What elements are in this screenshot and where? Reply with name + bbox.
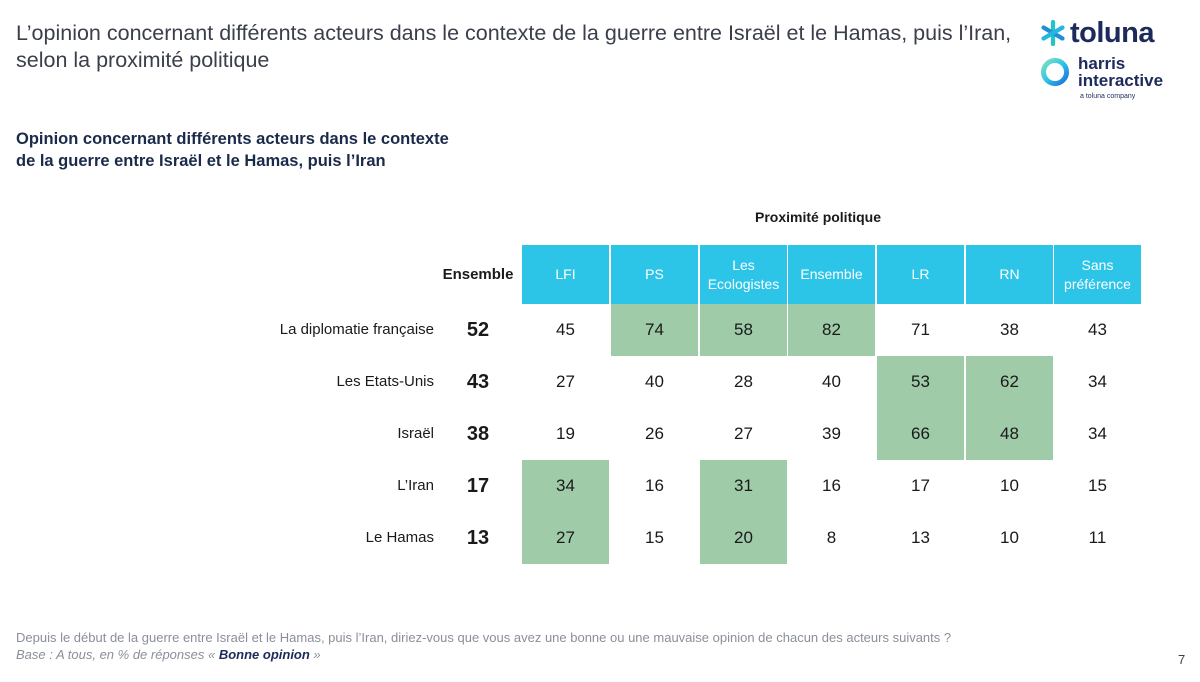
table-cell: 28 — [734, 372, 753, 391]
column-header: RN — [966, 245, 1053, 304]
table-cell: 8 — [826, 528, 837, 547]
table-cell: 26 — [645, 424, 664, 443]
column-header: PS — [611, 245, 698, 304]
subtitle-line-1: Opinion concernant différents acteurs da… — [16, 130, 449, 148]
table-cell: 34 — [522, 460, 609, 512]
table-cell: 45 — [556, 320, 575, 339]
column-header: Ensemble — [788, 245, 875, 304]
table-cell: 15 — [1088, 476, 1107, 495]
interactive-word: interactive — [1078, 71, 1164, 90]
overall-value: 17 — [466, 475, 490, 497]
harris-word: harris — [1078, 54, 1126, 73]
harris-interactive-logo: harris interactive a toluna company — [1040, 55, 1180, 103]
column-header: Sans préférence — [1054, 245, 1141, 304]
table-cell: 11 — [1088, 528, 1107, 547]
footnote-base-bold: Bonne opinion — [218, 647, 310, 662]
row-label: L’Iran — [397, 477, 434, 494]
row-label: La diplomatie française — [279, 321, 434, 338]
footnote-question: Depuis le début de la guerre entre Israë… — [16, 630, 952, 645]
table-cell: 16 — [645, 476, 664, 495]
column-header: Les Ecologistes — [700, 245, 787, 304]
table-cell: 10 — [1000, 476, 1019, 495]
table-cell: 16 — [822, 476, 841, 495]
table-cell: 82 — [788, 304, 875, 356]
table-cell: 31 — [700, 460, 787, 512]
table-cell: 27 — [556, 372, 575, 391]
overall-value: 52 — [466, 319, 490, 341]
footnote-base-suffix: » — [309, 647, 321, 662]
toluna-logo: toluna — [1040, 16, 1155, 50]
subtitle-line-2: de la guerre entre Israël et le Hamas, p… — [16, 152, 386, 170]
table-cell: 40 — [645, 372, 664, 391]
toluna-asterisk-icon — [1040, 19, 1066, 47]
table-cell: 66 — [877, 408, 964, 460]
chart-subtitle: Opinion concernant différents acteurs da… — [16, 128, 449, 172]
table-cell: 43 — [1088, 320, 1107, 339]
page-number: 7 — [1178, 652, 1186, 667]
footnote-base: Base : A tous, en % de réponses « Bonne … — [16, 647, 321, 662]
overall-value: 13 — [466, 527, 490, 549]
table-cell: 15 — [645, 528, 664, 547]
table-cell: 20 — [700, 512, 787, 564]
table-cell: 27 — [522, 512, 609, 564]
overall-value: 38 — [466, 423, 490, 445]
row-label: Le Hamas — [365, 529, 434, 546]
table-cell: 34 — [1088, 424, 1107, 443]
row-label: Les Etats-Unis — [336, 373, 434, 390]
table-cell: 27 — [734, 424, 753, 443]
table-cell: 19 — [556, 424, 575, 443]
column-header: LR — [877, 245, 964, 304]
overall-value: 43 — [466, 371, 490, 393]
table-cell: 38 — [1000, 320, 1019, 339]
table-cell: 48 — [966, 408, 1053, 460]
table-cell: 17 — [911, 476, 930, 495]
column-header: LFI — [522, 245, 609, 304]
table-cell: 10 — [1000, 528, 1019, 547]
page-title: L’opinion concernant différents acteurs … — [16, 21, 1012, 72]
overall-column-header: Ensemble — [442, 266, 514, 283]
table-cell: 62 — [966, 356, 1053, 408]
toluna-wordmark: toluna — [1070, 16, 1155, 49]
table-cell: 58 — [700, 304, 787, 356]
harris-tagline: a toluna company — [1080, 93, 1136, 100]
table-cell: 71 — [911, 320, 930, 339]
table-cell: 34 — [1088, 372, 1107, 391]
table-cell: 39 — [822, 424, 841, 443]
footnote-base-prefix: Base : A tous, en % de réponses « — [16, 647, 219, 662]
harris-ring-icon — [1040, 57, 1070, 87]
table-cell: 13 — [911, 528, 930, 547]
row-label: Israël — [397, 425, 434, 442]
table-cell: 74 — [611, 304, 698, 356]
table-cell: 53 — [877, 356, 964, 408]
group-label: Proximité politique — [755, 209, 882, 225]
table-cell: 40 — [822, 372, 841, 391]
